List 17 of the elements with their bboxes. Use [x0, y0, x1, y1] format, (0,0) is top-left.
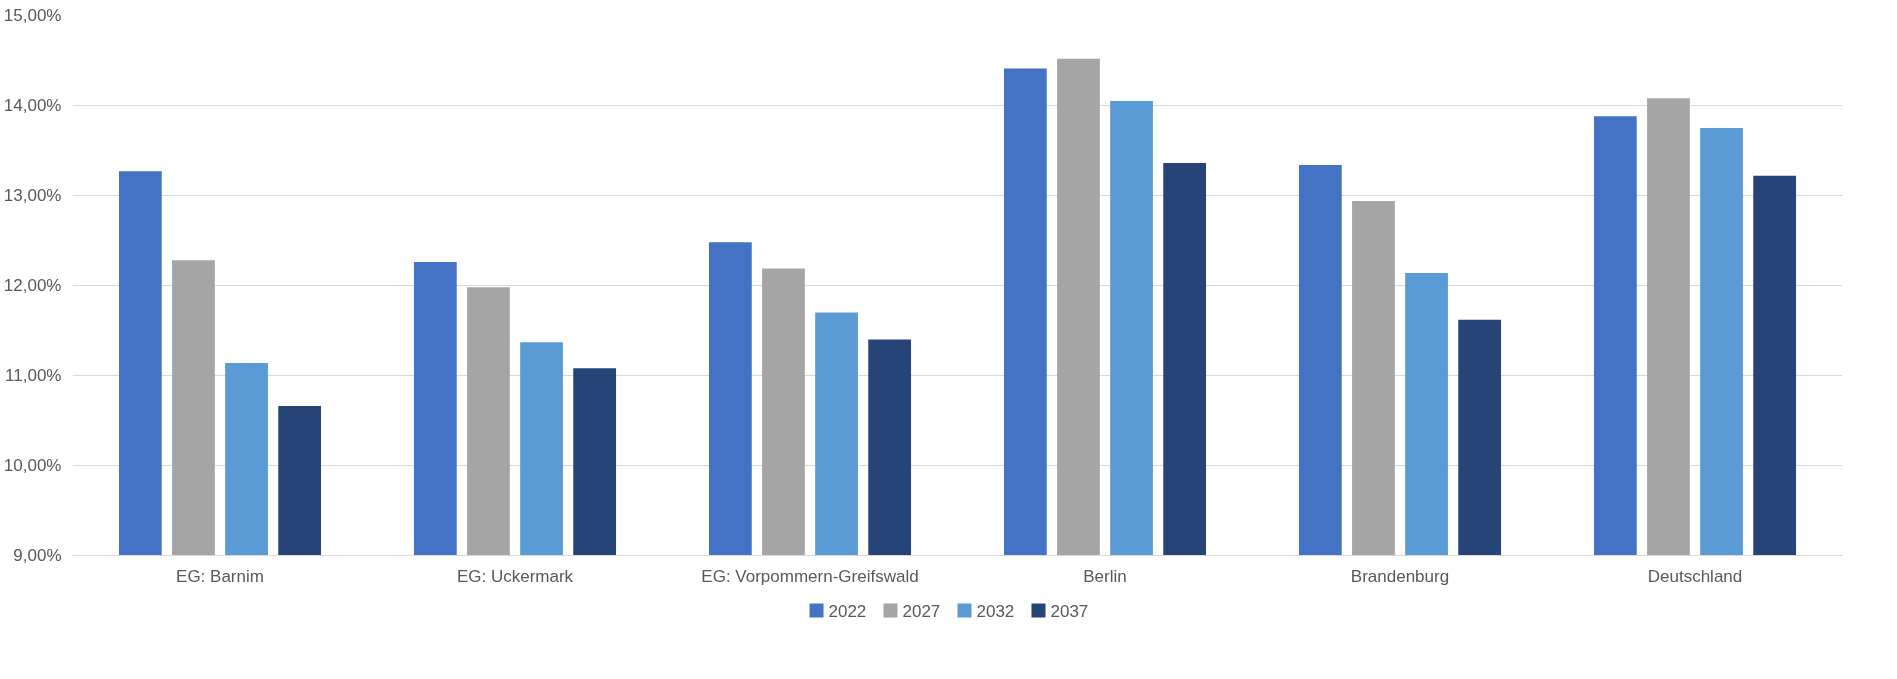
x-tick-label: EG: Vorpommern-Greifswald [701, 566, 919, 586]
y-tick-label: 14,00% [3, 96, 62, 115]
x-tick-label: Brandenburg [1350, 566, 1450, 586]
legend-label: 2037 [1050, 601, 1089, 621]
x-tick-label: EG: Barnim [176, 566, 264, 586]
legend-label: 2032 [976, 601, 1015, 621]
y-tick-label: 12,00% [3, 276, 62, 295]
x-tick-label: Deutschland [1647, 566, 1743, 586]
y-tick-label: 9,00% [13, 546, 62, 565]
y-tick-label: 15,00% [3, 6, 62, 25]
x-tick-label: EG: Uckermark [456, 566, 574, 586]
y-tick-label: 11,00% [5, 366, 62, 385]
legend-label: 2022 [828, 601, 867, 621]
x-tick-label: Berlin [1083, 566, 1127, 586]
legend-label: 2027 [902, 601, 941, 621]
y-tick-label: 10,00% [3, 456, 62, 475]
y-tick-label: 13,00% [3, 186, 62, 205]
